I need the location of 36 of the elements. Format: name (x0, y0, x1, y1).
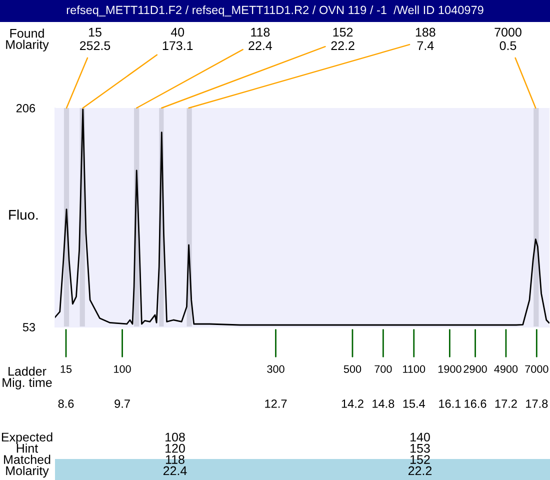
annotation: 152 22.2 (331, 28, 354, 50)
x-tick-label: 12.7 (265, 400, 287, 408)
x-tick-label: 15.4 (403, 400, 426, 408)
annotation: 100 (114, 365, 131, 373)
annotation: 188 7.4 (416, 28, 436, 50)
annotation: 1900 (438, 365, 462, 373)
chart-title: refseq_METT11D1.F2 / refseq_METT11D1.R2 / OVN 119 / -1 /Well ID 1040979 (66, 6, 484, 16)
y-tick-label: 206 (16, 104, 36, 112)
x-tick-label: 16.1 (439, 400, 461, 408)
x-tick-label: 14.2 (342, 400, 364, 408)
annotation: 40 173.1 (162, 28, 193, 50)
annotation: 700 (374, 365, 392, 373)
line-series (55, 108, 550, 326)
x-tick-label: 8.6 (58, 400, 74, 408)
annotation: 15 252.5 (80, 28, 110, 50)
annotation: 118 22.4 (248, 28, 272, 50)
annotation: 500 (344, 365, 362, 373)
text: Expected Hint Matched Molarity (2, 432, 52, 478)
x-tick-label: 17.8 (526, 400, 548, 408)
x-tick-label: 17.2 (495, 400, 517, 408)
text: 108 120 118 22.4 (163, 432, 187, 476)
text: 140 153 152 22.2 (408, 432, 432, 476)
annotation: 7000 (525, 365, 548, 373)
annotation: 1100 (403, 365, 426, 373)
x-tick-label: 14.8 (372, 400, 394, 408)
text: Found Molarity (6, 28, 49, 52)
annotation: 300 (267, 365, 284, 373)
annotation: 15 (60, 365, 72, 373)
annotation: 2900 (464, 365, 487, 373)
x-tick-label: 16.6 (464, 400, 486, 408)
x-tick-label: 9.7 (114, 400, 130, 408)
text: Ladder Mig. time (2, 366, 52, 390)
y-tick-label: 53 (22, 323, 36, 332)
annotation: 4900 (494, 365, 518, 373)
annotation: 7000 0.5 (494, 28, 522, 50)
y-axis-title: Fluo. (9, 210, 38, 220)
